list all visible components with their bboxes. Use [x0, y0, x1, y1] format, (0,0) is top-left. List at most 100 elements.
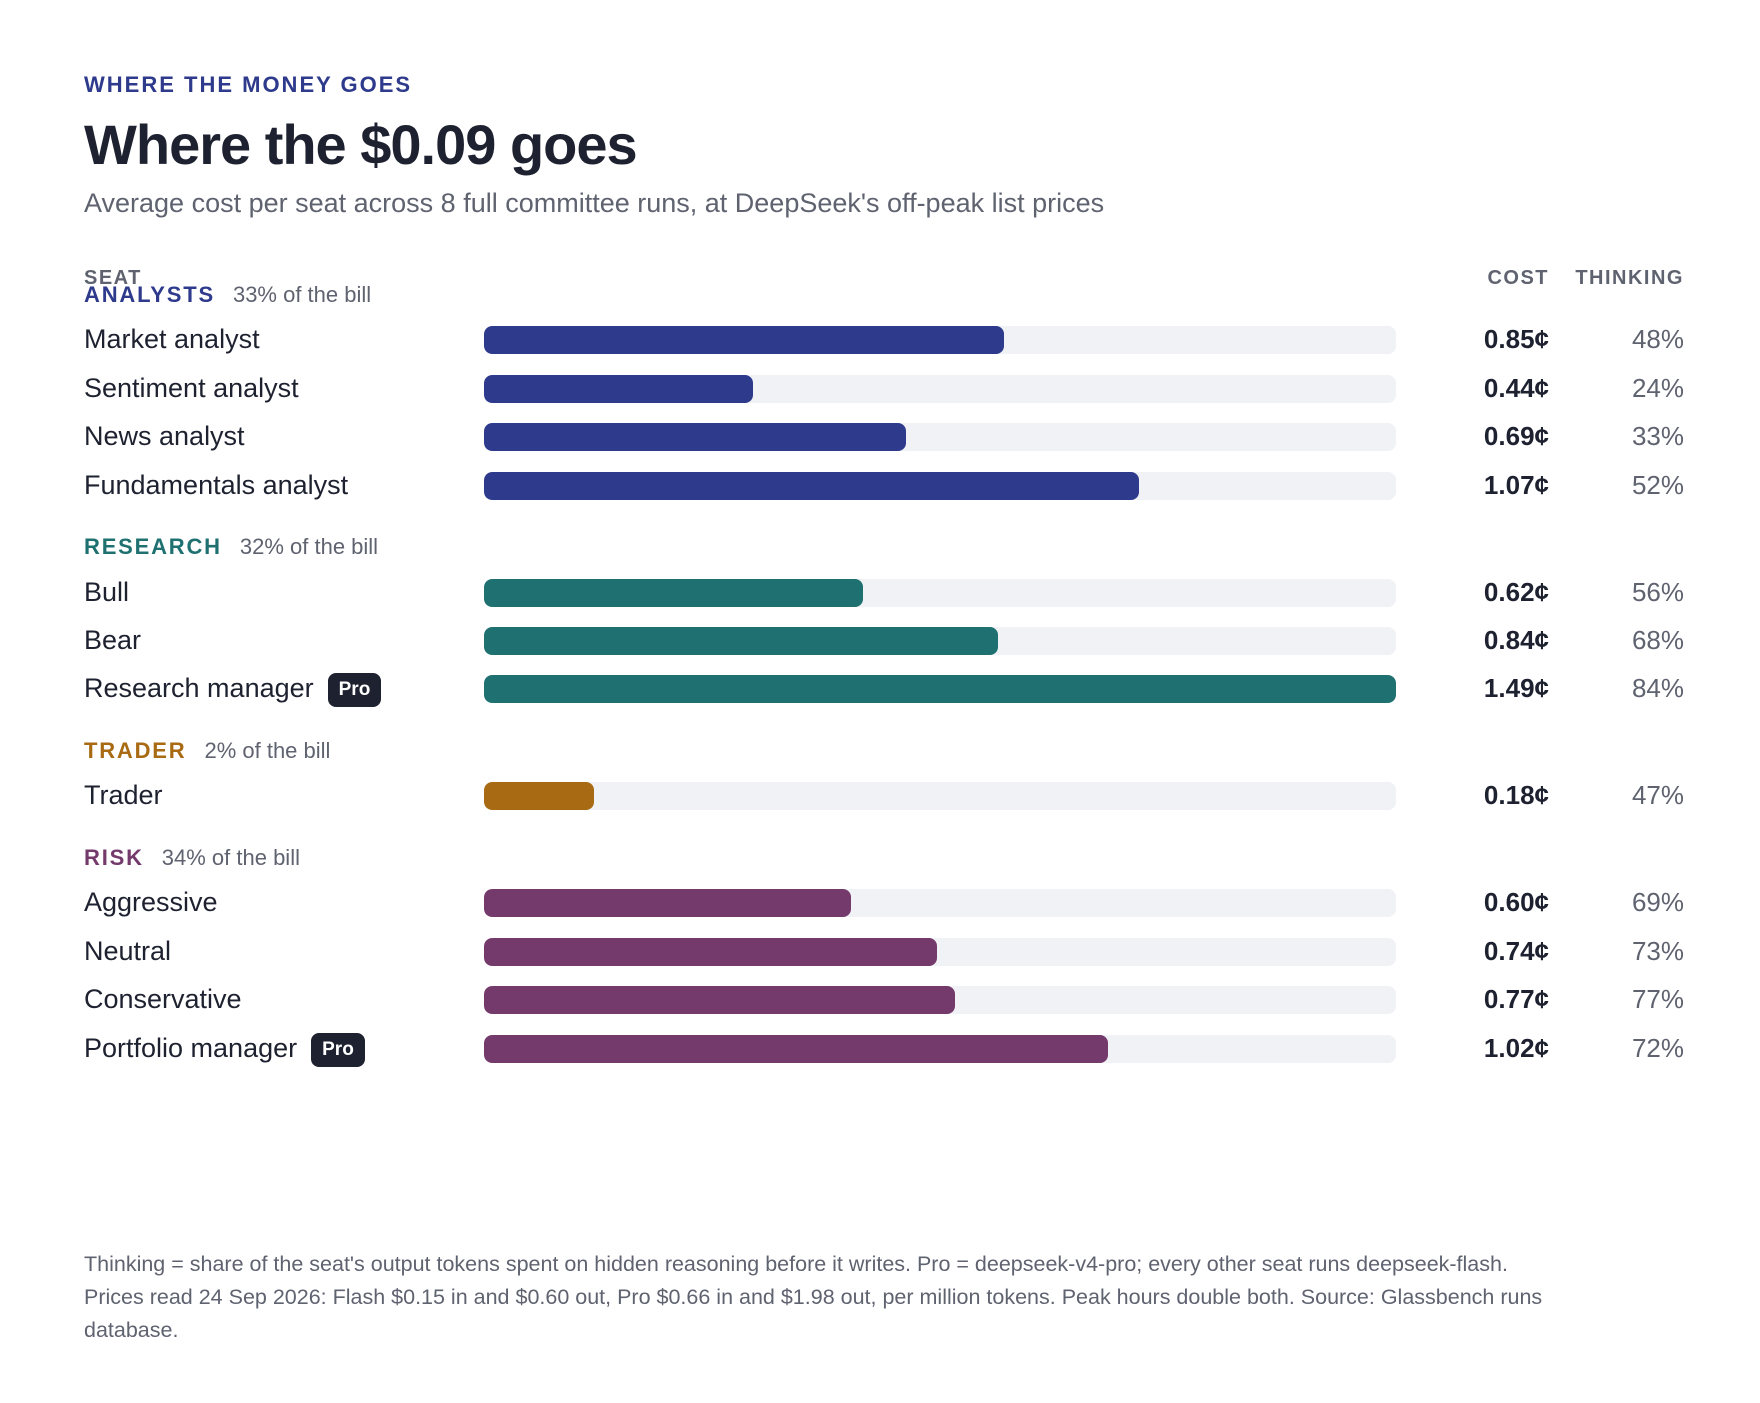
seat-name: News analyst: [84, 421, 245, 451]
seat-row: Bull 0.62¢ 56%: [84, 572, 1684, 612]
thinking-value: 73%: [1631, 936, 1684, 966]
cost-value: 0.85¢: [1483, 324, 1549, 354]
kicker: WHERE THE MONEY GOES: [84, 72, 413, 97]
bar-research-manager: [484, 675, 1396, 703]
cost-value: 0.60¢: [1483, 887, 1549, 917]
bar-trader: [484, 782, 594, 810]
bar-track: [484, 889, 1396, 917]
seat-name: Sentiment analyst: [84, 373, 299, 403]
seat-row: Neutral 0.74¢ 73%: [84, 931, 1684, 971]
seat-row: Bear 0.84¢ 68%: [84, 620, 1684, 660]
group-name: ANALYSTS: [84, 282, 215, 307]
bar-track: [484, 986, 1396, 1014]
seat-name: Bear: [84, 625, 142, 655]
seat-name: Research manager: [84, 673, 314, 703]
group-header-risk: RISK 34% of the bill: [84, 843, 300, 873]
seat-label: Trader: [84, 775, 163, 815]
page-title: Where the $0.09 goes: [84, 113, 638, 176]
pro-badge: Pro: [327, 673, 382, 707]
thinking-value: 72%: [1631, 1033, 1684, 1063]
seat-name: Aggressive: [84, 887, 218, 917]
seat-label: Bear: [84, 620, 141, 660]
seat-row: Fundamentals analyst 1.07¢ 52%: [84, 465, 1684, 505]
group-share: 32% of the bill: [239, 534, 379, 559]
seat-row: Trader 0.18¢ 47%: [84, 775, 1684, 815]
seat-label: News analyst: [84, 416, 245, 456]
seat-rows: ANALYSTS 33% of the bill Market analyst 0.8…: [84, 0, 1684, 1403]
bar-track: [484, 938, 1396, 966]
seat-label: Portfolio manager Pro: [84, 1028, 365, 1068]
cost-value: 0.84¢: [1483, 625, 1549, 655]
bar-track: [484, 326, 1396, 354]
bar-fundamentals-analyst: [484, 472, 1139, 500]
footnote-line: Prices read 24 Sep 2026: Flash $0.15 in …: [84, 1285, 1543, 1309]
seat-row: Portfolio manager Pro 1.02¢ 72%: [84, 1028, 1684, 1068]
group-header-analysts: ANALYSTS 33% of the bill: [84, 280, 371, 310]
seat-label: Market analyst: [84, 319, 260, 359]
pro-badge: Pro: [311, 1033, 365, 1067]
cost-value: 0.69¢: [1483, 421, 1549, 451]
group-name: TRADER: [84, 738, 187, 763]
column-header-cost: COST: [1487, 267, 1549, 289]
thinking-value: 77%: [1631, 984, 1684, 1014]
thinking-value: 69%: [1631, 887, 1684, 917]
group-name: RISK: [84, 845, 144, 870]
cost-value: 1.07¢: [1483, 470, 1549, 500]
bar-track: [484, 675, 1396, 703]
seat-label: Sentiment analyst: [84, 368, 299, 408]
thinking-value: 24%: [1631, 373, 1684, 403]
footnote: Thinking = share of the seat's output to…: [84, 1248, 1684, 1347]
seat-label: Neutral: [84, 931, 171, 971]
column-header-thinking: THINKING: [1575, 267, 1684, 289]
thinking-value: 56%: [1631, 577, 1684, 607]
group-share: 34% of the bill: [161, 845, 300, 870]
footnote-line: Thinking = share of the seat's output to…: [84, 1252, 1508, 1276]
thinking-value: 33%: [1631, 421, 1684, 451]
cost-value: 0.18¢: [1483, 780, 1549, 810]
seat-row: Market analyst 0.85¢ 48%: [84, 319, 1684, 359]
cost-value: 0.44¢: [1483, 373, 1549, 403]
bar-track: [484, 579, 1396, 607]
bar-track: [484, 423, 1396, 451]
thinking-value: 84%: [1631, 673, 1684, 703]
seat-row: Sentiment analyst 0.44¢ 24%: [84, 368, 1684, 408]
seat-name: Trader: [84, 780, 163, 810]
thinking-value: 52%: [1631, 470, 1684, 500]
bar-news-analyst: [484, 423, 906, 451]
seat-label: Aggressive: [84, 882, 218, 922]
cost-value: 1.49¢: [1483, 673, 1549, 703]
subtitle: Average cost per seat across 8 full comm…: [84, 188, 1105, 218]
seat-row: Conservative 0.77¢ 77%: [84, 979, 1684, 1019]
bar-track: [484, 782, 1396, 810]
bar-bear: [484, 627, 998, 655]
seat-row: Research manager Pro 1.49¢ 84%: [84, 668, 1684, 708]
footnote-line: database.: [84, 1318, 179, 1342]
seat-row: News analyst 0.69¢ 33%: [84, 416, 1684, 456]
cost-value: 0.77¢: [1483, 984, 1549, 1014]
seat-label: Research manager Pro: [84, 668, 382, 708]
thinking-value: 48%: [1631, 324, 1684, 354]
thinking-value: 47%: [1631, 780, 1684, 810]
bar-market-analyst: [484, 326, 1004, 354]
group-header-trader: TRADER 2% of the bill: [84, 736, 330, 766]
seat-name: Bull: [84, 577, 130, 607]
cost-value: 1.02¢: [1483, 1033, 1549, 1063]
seat-label: Bull: [84, 572, 129, 612]
bar-track: [484, 627, 1396, 655]
column-header-seat: SEAT: [84, 267, 142, 289]
seat-label: Conservative: [84, 979, 242, 1019]
cost-value: 0.62¢: [1483, 577, 1549, 607]
seat-name: Market analyst: [84, 324, 260, 354]
seat-name: Portfolio manager: [84, 1033, 298, 1063]
bar-sentiment-analyst: [484, 375, 753, 403]
bar-neutral: [484, 938, 937, 966]
seat-name: Fundamentals analyst: [84, 470, 349, 500]
bar-track: [484, 375, 1396, 403]
bar-conservative: [484, 986, 955, 1014]
chart-card: WHERE THE MONEY GOES Where the $0.09 goe…: [84, 0, 1684, 1403]
thinking-value: 68%: [1631, 625, 1684, 655]
bar-bull: [484, 579, 863, 607]
bar-portfolio-manager: [484, 1035, 1108, 1063]
group-name: RESEARCH: [84, 534, 222, 559]
bar-aggressive: [484, 889, 851, 917]
